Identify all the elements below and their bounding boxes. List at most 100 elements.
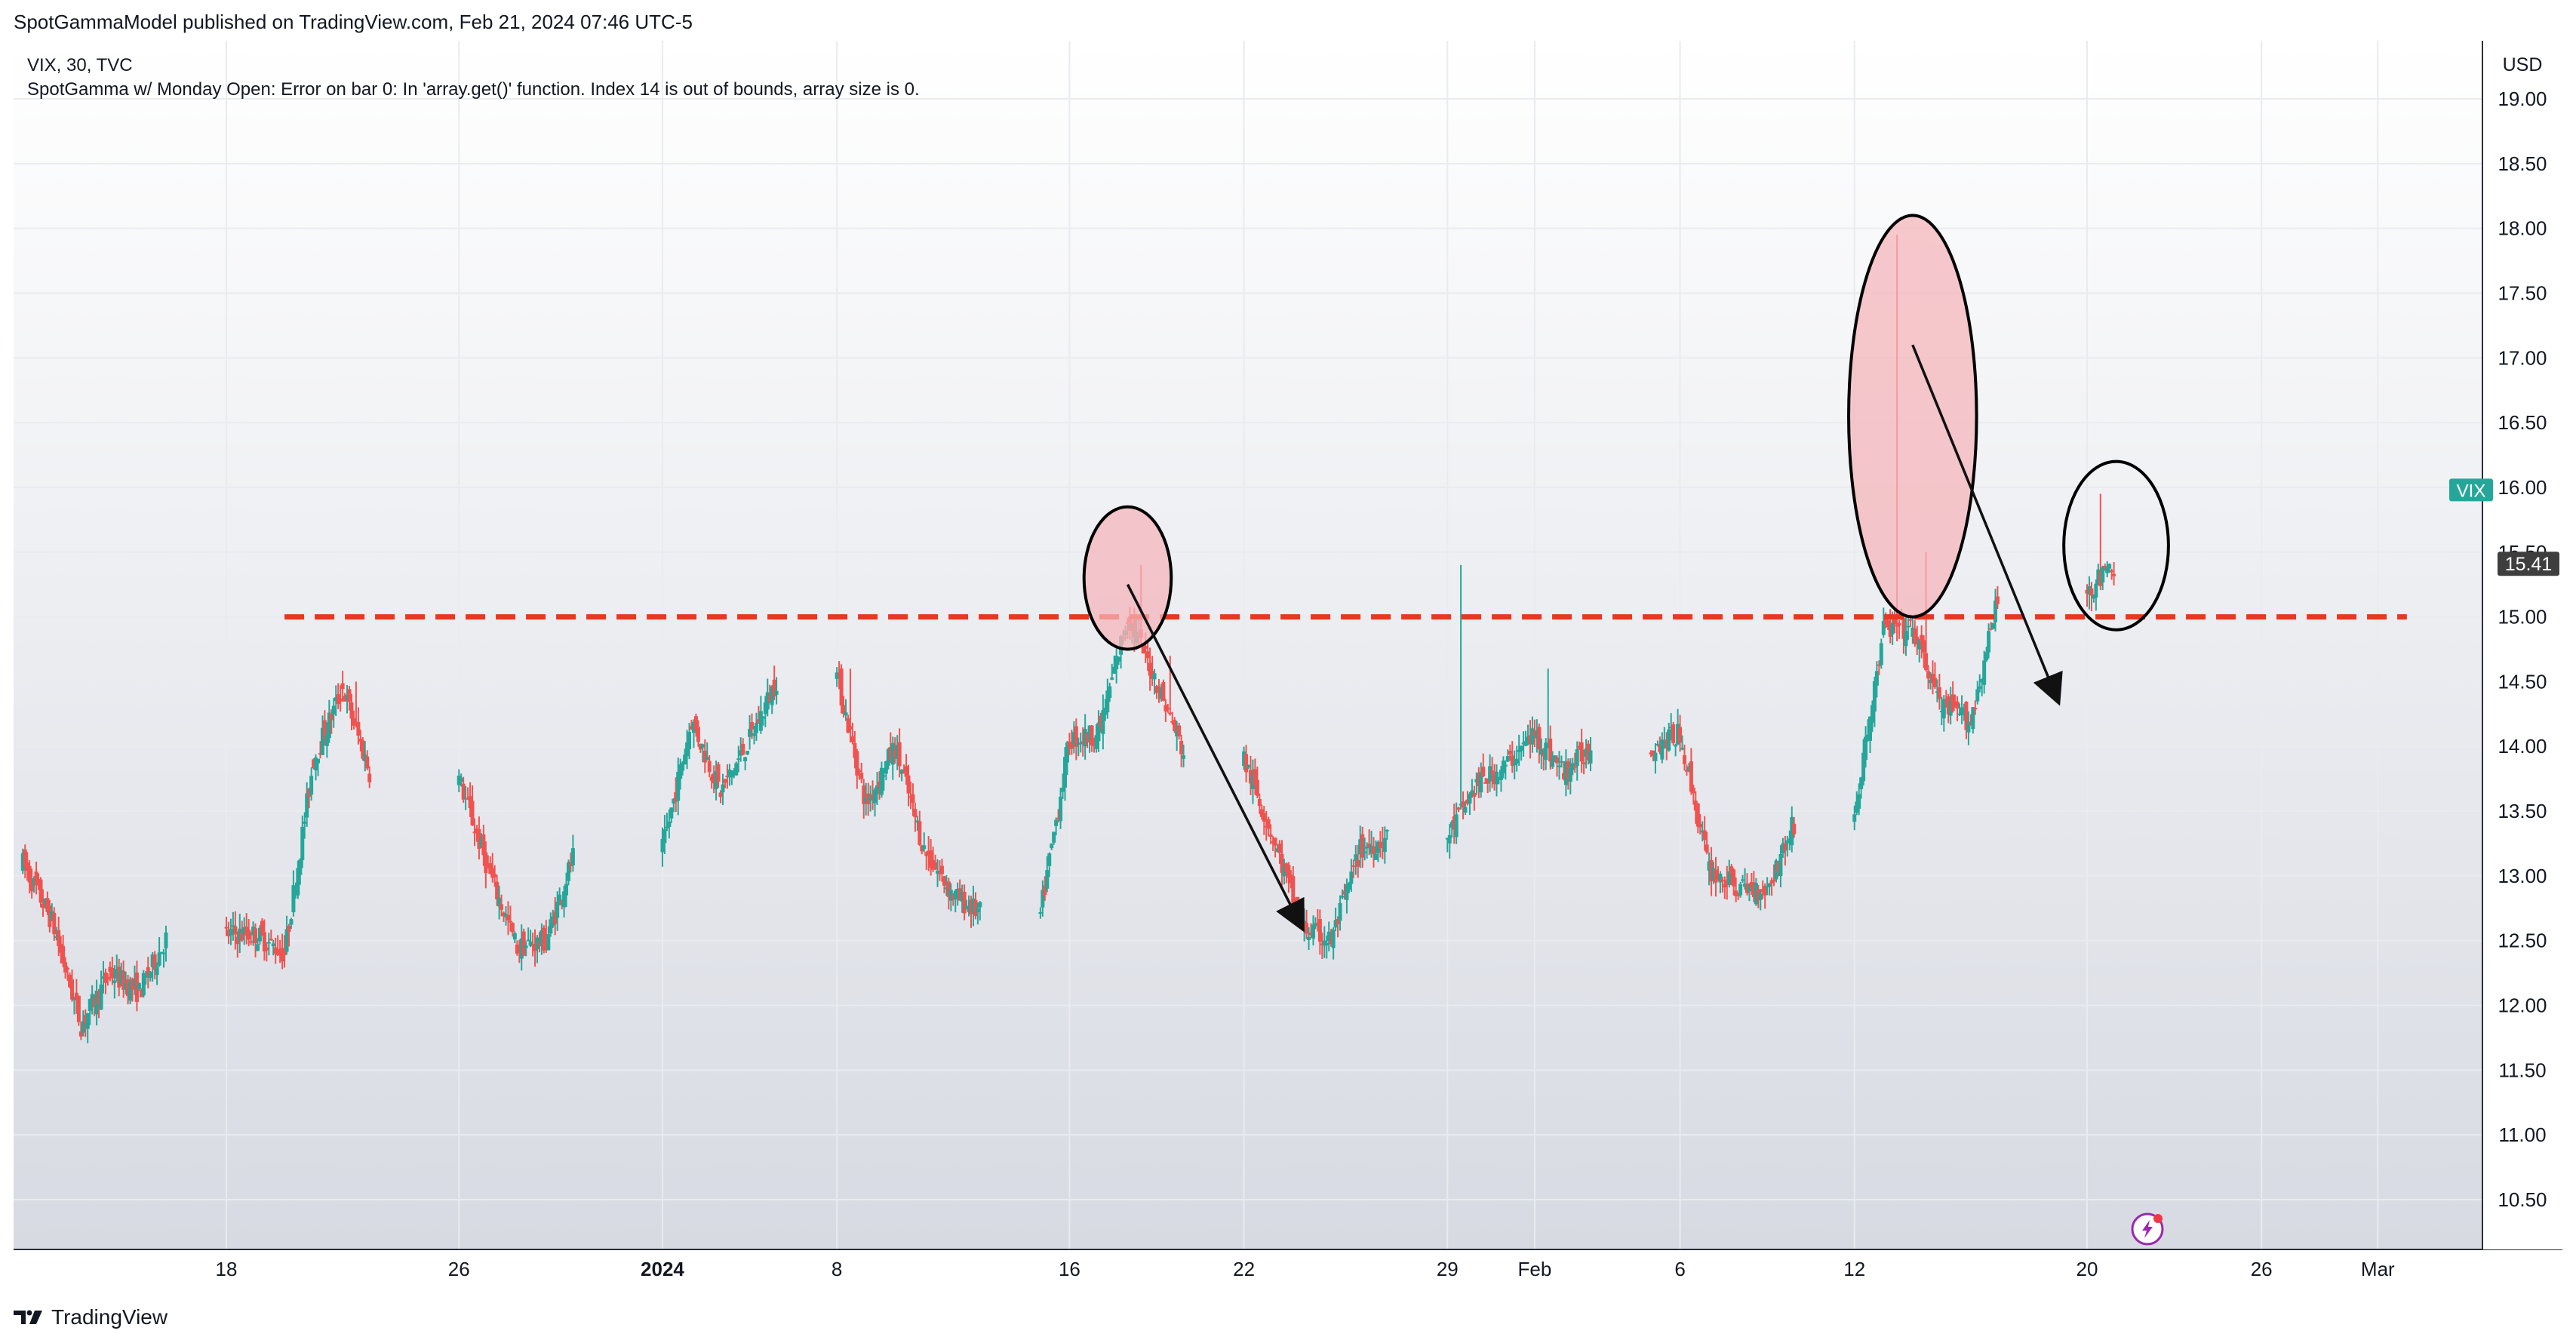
candle-body	[1456, 807, 1461, 810]
candle-body	[537, 942, 542, 946]
candle-body	[904, 766, 908, 777]
candle-body	[1250, 774, 1255, 789]
candle-body	[848, 726, 853, 730]
chart-frame[interactable]: 10.50 11.00 11.50 12.00 12.50 13.00 13.50 14.00…	[14, 41, 2562, 1290]
candle-body	[1490, 770, 1495, 773]
candle-body	[1499, 770, 1503, 780]
candle-body	[1358, 839, 1363, 855]
candle-body	[59, 944, 63, 953]
candle-body	[1382, 837, 1387, 853]
candle-body	[855, 751, 859, 776]
candle-body	[1461, 801, 1465, 808]
price-axis[interactable]: 10.50 11.00 11.50 12.00 12.50 13.00 13.50 14.00…	[2498, 88, 2547, 1211]
candle-body	[690, 726, 693, 730]
candle-body	[367, 773, 372, 782]
candle-body	[1915, 636, 1920, 645]
candle-body	[1539, 748, 1544, 755]
candle-body	[712, 773, 716, 784]
candle-body	[1964, 702, 1969, 730]
candle-body	[1653, 752, 1658, 761]
candle-body	[34, 871, 38, 886]
candle-body	[1141, 644, 1145, 654]
candle-body	[1284, 863, 1289, 873]
candle-body	[354, 722, 358, 724]
candle-body	[888, 747, 893, 761]
candle-body	[50, 911, 54, 919]
candle-body	[1855, 801, 1859, 813]
candle-body	[1483, 782, 1488, 784]
candlestick-chart[interactable]: 10.50 11.00 11.50 12.00 12.50 13.00 13.50 14.00…	[14, 41, 2562, 1290]
time-tick-label: Feb	[1518, 1258, 1552, 1280]
candle-body	[291, 885, 296, 913]
candle-body	[1320, 943, 1324, 945]
candle-body	[1291, 876, 1296, 905]
candle-body	[1345, 884, 1349, 900]
candle-body	[365, 756, 370, 769]
candle-body	[1729, 866, 1734, 874]
candle-body	[1953, 703, 1957, 708]
candle-body	[2110, 570, 2114, 573]
candle-body	[750, 722, 755, 730]
candle-body	[1542, 754, 1546, 757]
candle-body	[660, 838, 665, 853]
candle-body	[1145, 651, 1150, 659]
candle-body	[155, 966, 159, 976]
candle-body	[1454, 814, 1459, 837]
candle-body	[240, 933, 244, 941]
candle-body	[723, 779, 727, 783]
candle-body	[226, 929, 231, 936]
candle-body	[1570, 763, 1575, 770]
candle-body	[99, 984, 103, 1010]
candle-body	[1360, 834, 1365, 858]
candle-body	[1680, 748, 1685, 750]
candle-body	[1496, 778, 1501, 780]
candle-body	[134, 973, 139, 1003]
candle-body	[1785, 840, 1790, 844]
candle-body	[693, 716, 698, 730]
candle-body	[159, 951, 164, 954]
candle-body	[2107, 564, 2112, 569]
candle-body	[976, 908, 980, 913]
candle-body	[1161, 681, 1166, 701]
candle-body	[687, 731, 692, 750]
candle-body	[1523, 741, 1528, 746]
footer-branding[interactable]: TradingView	[14, 1304, 168, 1331]
candle-body	[479, 837, 484, 848]
candle-body	[1962, 708, 1966, 711]
candle-body	[1561, 773, 1566, 779]
candle-body	[871, 794, 875, 799]
legend-indicator-error[interactable]: SpotGamma w/ Monday Open: Error on bar 0…	[27, 79, 920, 100]
candle-body	[334, 697, 338, 701]
candle-body	[287, 925, 291, 932]
legend-symbol[interactable]: VIX, 30, TVC	[27, 55, 133, 75]
candle-body	[510, 923, 515, 933]
candle-body	[739, 750, 743, 756]
candle-body	[1872, 681, 1877, 712]
candle-body	[884, 761, 888, 774]
candle-body	[1922, 640, 1926, 653]
candle-body	[1519, 745, 1523, 751]
candle-body	[1555, 758, 1560, 764]
publisher-header: SpotGammaModel published on TradingView.…	[14, 11, 693, 33]
candle-body	[1874, 671, 1879, 686]
candle-body	[948, 890, 953, 901]
candle-body	[1262, 813, 1266, 822]
candle-body	[20, 853, 25, 871]
candle-body	[340, 683, 345, 690]
candle-body	[911, 794, 915, 803]
candle-body	[707, 761, 712, 773]
candle-body	[61, 945, 66, 963]
candle-body	[1551, 759, 1555, 767]
candle-body	[1563, 761, 1568, 785]
candle-body	[535, 937, 539, 950]
candle-body	[1470, 790, 1474, 797]
time-axis[interactable]: 18 26 2024 8 16 22 29 Feb 6 12 20 26 Mar	[216, 1258, 2396, 1280]
candle-body	[558, 894, 562, 905]
candle-body	[1960, 707, 1964, 715]
candle-body	[837, 674, 841, 676]
candle-body	[1280, 853, 1284, 873]
candle-body	[1085, 733, 1090, 743]
candle-body	[683, 754, 687, 765]
candle-body	[1790, 816, 1794, 846]
flash-icon[interactable]	[2131, 1212, 2164, 1246]
